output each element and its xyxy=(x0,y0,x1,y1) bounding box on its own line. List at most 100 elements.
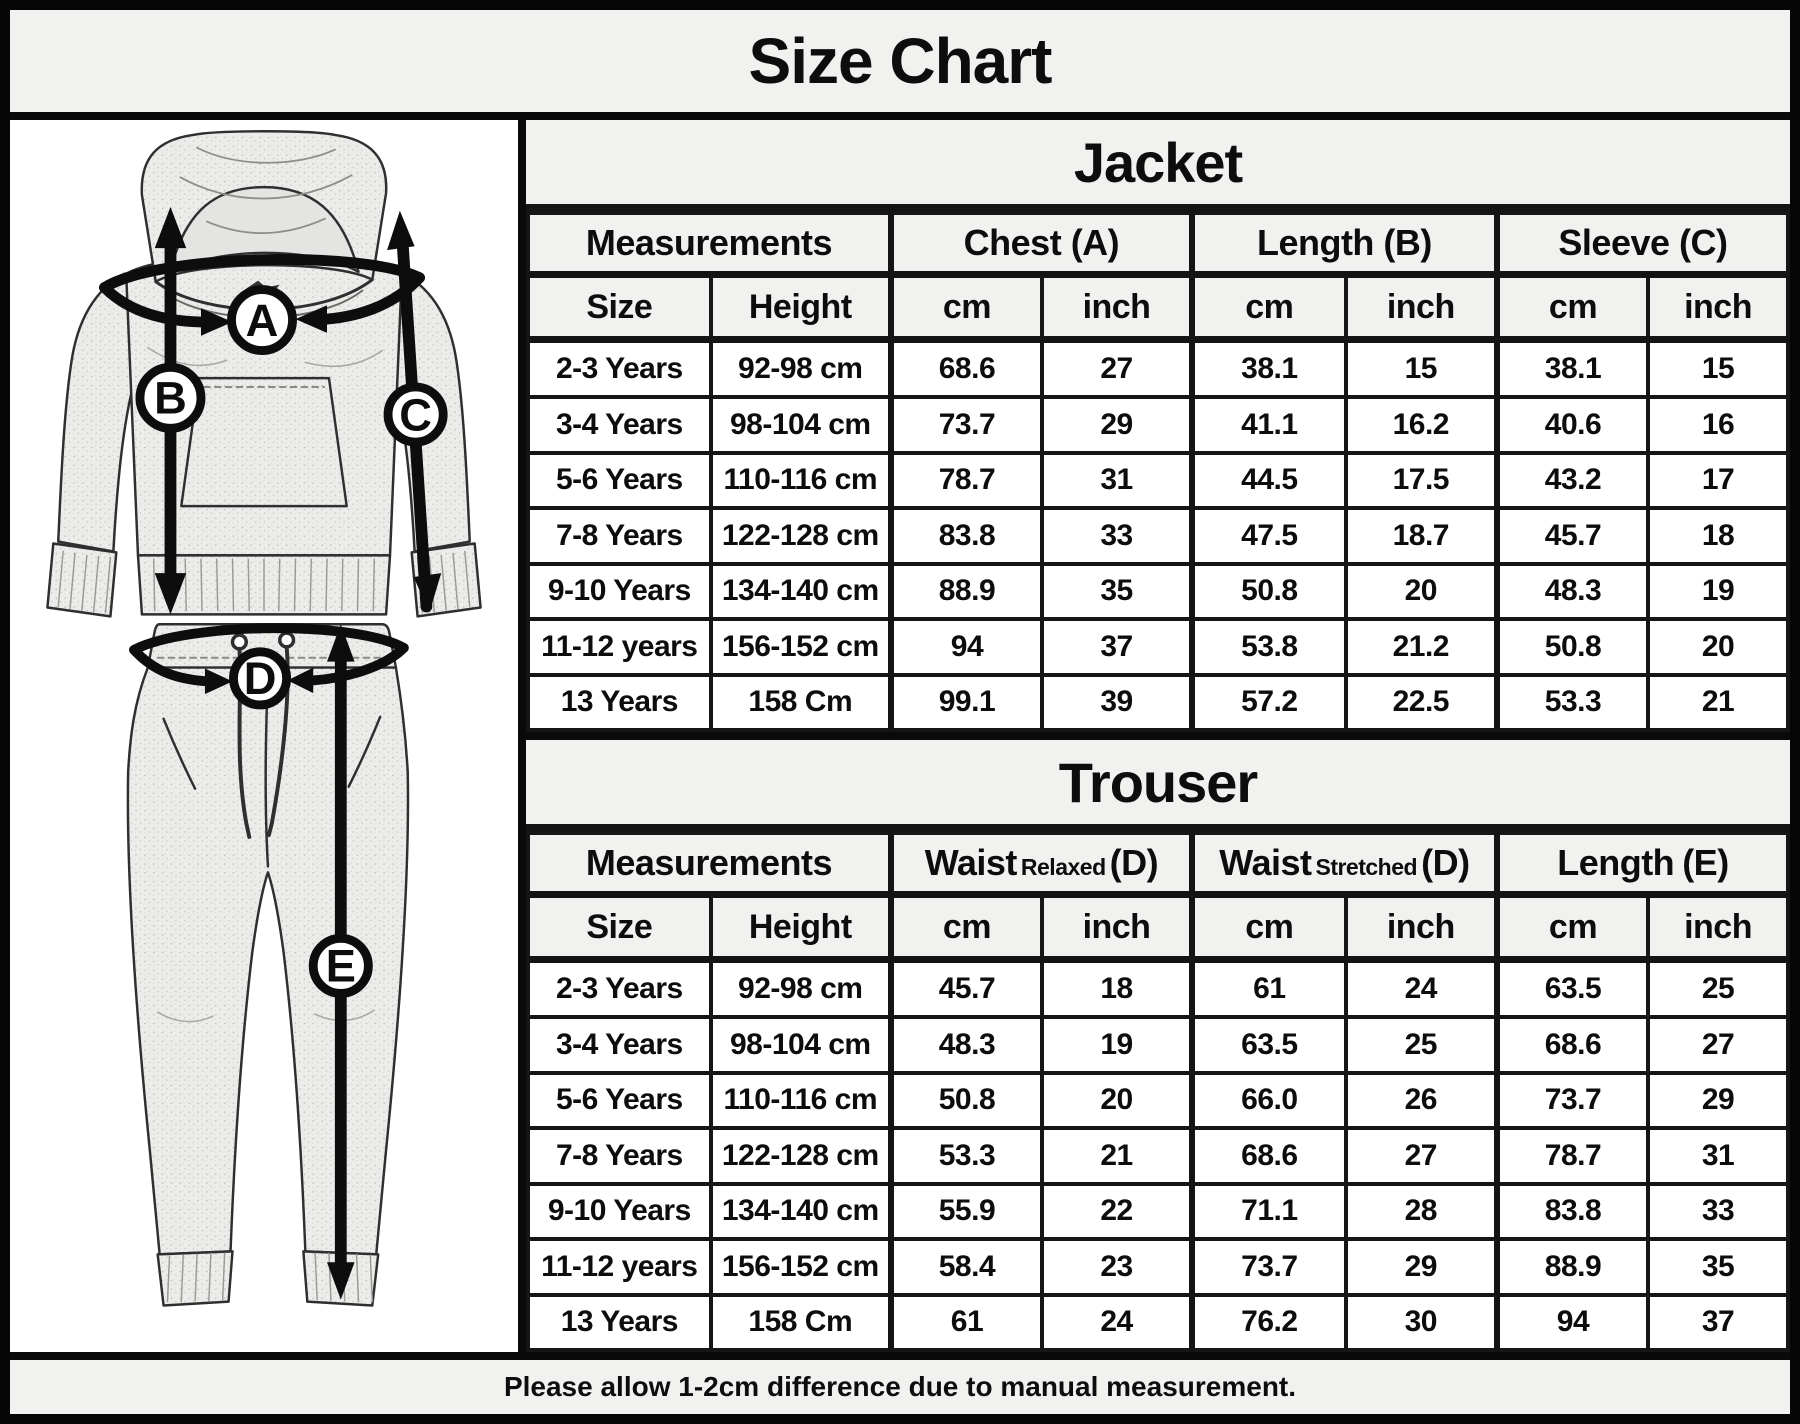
column-header-height: Height xyxy=(708,272,893,343)
table-cell: 99.1 xyxy=(887,672,1045,732)
table-cell: 7-8 Years xyxy=(526,506,713,566)
table-cell: 33 xyxy=(1646,1181,1790,1242)
table-cell: 122-128 cm xyxy=(708,506,893,566)
header-suffix: (E) xyxy=(1682,842,1729,883)
badge-d-letter: D xyxy=(244,653,277,704)
column-group-waist-stretched: Waist Stretched (D) xyxy=(1188,831,1499,898)
table-cell: 29 xyxy=(1343,1237,1499,1297)
jacket-section-title: Jacket xyxy=(526,120,1790,211)
table-cell: 22 xyxy=(1040,1181,1194,1242)
table-cell: 122-128 cm xyxy=(708,1126,893,1186)
table-cell: 63.5 xyxy=(1493,957,1651,1020)
header-subtext: Relaxed xyxy=(1020,854,1106,880)
table-cell: 55.9 xyxy=(887,1181,1045,1242)
table-cell: 45.7 xyxy=(1493,506,1651,566)
table-cell: 15 xyxy=(1343,337,1499,400)
table-cell: 88.9 xyxy=(1493,1237,1651,1297)
column-group-waist-relaxed: Waist Relaxed (D) xyxy=(887,831,1194,898)
jacket-group-header-row: Measurements Chest (A) Length (B) Sleeve… xyxy=(526,211,1791,278)
table-cell: 15 xyxy=(1646,337,1790,400)
table-cell: 50.8 xyxy=(1493,617,1651,677)
table-cell: 78.7 xyxy=(1493,1126,1651,1186)
table-cell: 19 xyxy=(1040,1015,1194,1075)
table-cell: 19 xyxy=(1646,561,1790,622)
trouser-group-header-row: Measurements Waist Relaxed (D) Waist Stretc… xyxy=(526,831,1791,898)
table-cell: 21 xyxy=(1040,1126,1194,1186)
table-cell: 57.2 xyxy=(1188,672,1348,732)
table-cell: 5-6 Years xyxy=(526,1070,713,1131)
table-cell: 73.7 xyxy=(887,395,1045,455)
table-cell: 41.1 xyxy=(1188,395,1348,455)
table-cell: 20 xyxy=(1040,1070,1194,1131)
table-cell: 78.7 xyxy=(887,450,1045,511)
table-cell: 13 Years xyxy=(526,1292,713,1352)
column-header-cm: cm xyxy=(1493,272,1651,343)
table-cell: 71.1 xyxy=(1188,1181,1348,1242)
table-cell: 156-152 cm xyxy=(708,617,893,677)
table-cell: 48.3 xyxy=(1493,561,1651,622)
table-cell: 38.1 xyxy=(1493,337,1651,400)
table-row: 5-6 Years 110-116 cm 78.7 31 44.5 17.5 43.2 17 xyxy=(526,450,1790,511)
table-cell: 45.7 xyxy=(887,957,1045,1020)
table-cell: 16 xyxy=(1646,395,1790,455)
badge-b-letter: B xyxy=(154,373,187,424)
table-cell: 50.8 xyxy=(1188,561,1348,622)
table-cell: 94 xyxy=(1493,1292,1651,1352)
table-row: 11-12 years 156-152 cm 94 37 53.8 21.2 50.8 20 xyxy=(526,617,1790,677)
table-cell: 3-4 Years xyxy=(526,1015,713,1075)
garment-measurement-diagram: A B C D E xyxy=(46,130,482,1307)
table-cell: 18.7 xyxy=(1343,506,1499,566)
table-cell: 26 xyxy=(1343,1070,1499,1131)
table-cell: 17.5 xyxy=(1343,450,1499,511)
table-cell: 134-140 cm xyxy=(708,1181,893,1242)
column-header-height: Height xyxy=(708,892,893,963)
table-cell: 83.8 xyxy=(887,506,1045,566)
table-cell: 66.0 xyxy=(1188,1070,1348,1131)
column-group-measurements: Measurements xyxy=(526,211,893,278)
footer-note: Please allow 1-2cm difference due to man… xyxy=(10,1352,1790,1414)
table-cell: 58.4 xyxy=(887,1237,1045,1297)
hoodie-left-cuff xyxy=(46,542,118,618)
table-cell: 23 xyxy=(1040,1237,1194,1297)
header-suffix: (D) xyxy=(1109,842,1159,883)
table-cell: 83.8 xyxy=(1493,1181,1651,1242)
table-cell: 18 xyxy=(1040,957,1194,1020)
table-cell: 48.3 xyxy=(887,1015,1045,1075)
table-row: 9-10 Years 134-140 cm 55.9 22 71.1 28 83.8 33 xyxy=(526,1181,1790,1242)
trouser-table: Measurements Waist Relaxed (D) Waist Stretc… xyxy=(526,831,1791,1352)
table-cell: 24 xyxy=(1343,957,1499,1020)
column-header-cm: cm xyxy=(1493,892,1651,963)
table-row: 2-3 Years 92-98 cm 45.7 18 61 24 63.5 25 xyxy=(526,957,1790,1020)
table-cell: 2-3 Years xyxy=(526,337,713,400)
trouser-table-wrap: Measurements Waist Relaxed (D) Waist Stretc… xyxy=(526,831,1791,1352)
jacket-table-wrap: Measurements Chest (A) Length (B) Sleeve… xyxy=(526,211,1791,732)
table-cell: 33 xyxy=(1040,506,1194,566)
badge-d xyxy=(229,647,292,710)
table-cell: 11-12 years xyxy=(526,1237,713,1297)
badge-a xyxy=(227,285,297,355)
column-group-chest: Chest (A) xyxy=(887,211,1194,278)
table-cell: 22.5 xyxy=(1343,672,1499,732)
table-cell: 27 xyxy=(1646,1015,1790,1075)
header-suffix: (D) xyxy=(1421,842,1470,883)
trouser-section-title: Trouser xyxy=(526,740,1790,831)
measurement-arrows: A B C D E xyxy=(99,206,448,1300)
hoodie-hood-opening xyxy=(168,185,360,276)
table-cell: 9-10 Years xyxy=(526,561,713,622)
page-title: Size Chart xyxy=(10,10,1790,120)
table-row: 11-12 years 156-152 cm 58.4 23 73.7 29 88.9 35 xyxy=(526,1237,1790,1297)
table-cell: 21 xyxy=(1646,672,1790,732)
table-cell: 158 Cm xyxy=(708,1292,893,1352)
jogger-left-cuff xyxy=(156,1250,234,1307)
table-cell: 68.6 xyxy=(887,337,1045,400)
trouser-section: Trouser Measurements Waist Relax xyxy=(526,732,1791,1352)
column-header-inch: inch xyxy=(1040,272,1194,343)
table-cell: 37 xyxy=(1040,617,1194,677)
table-row: 2-3 Years 92-98 cm 68.6 27 38.1 15 38.1 15 xyxy=(526,337,1790,400)
table-row: 13 Years 158 Cm 99.1 39 57.2 22.5 53.3 21 xyxy=(526,672,1790,732)
table-cell: 61 xyxy=(887,1292,1045,1352)
hoodie-pocket xyxy=(180,376,348,508)
table-cell: 31 xyxy=(1646,1126,1790,1186)
measurement-badges: A B C D E xyxy=(135,285,448,998)
